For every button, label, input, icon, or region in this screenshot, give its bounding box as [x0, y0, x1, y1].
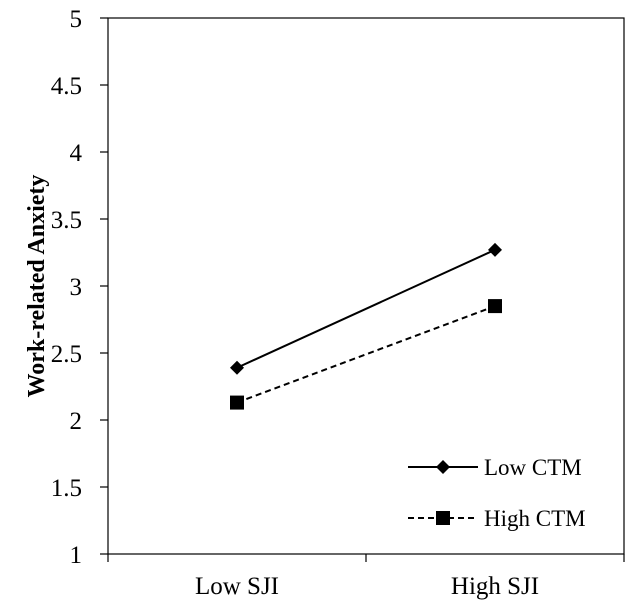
y-tick-label: 5 — [70, 6, 83, 33]
y-tick-label: 4 — [70, 140, 83, 167]
legend-label: Low CTM — [484, 455, 582, 480]
y-tick-label: 1 — [70, 542, 83, 569]
series-line — [236, 248, 496, 369]
y-axis: 1 1.5 2 2.5 3 3.5 4 4.5 5 — [51, 6, 108, 569]
series-low-ctm — [230, 242, 502, 375]
x-axis: Low SJI High SJI — [107, 554, 625, 600]
y-tick-label: 2.5 — [51, 341, 82, 368]
data-point — [488, 242, 502, 257]
x-tick-label: High SJI — [451, 573, 539, 600]
series-layer — [230, 242, 502, 410]
series-high-ctm — [230, 299, 502, 410]
y-tick-label: 3.5 — [51, 207, 82, 234]
y-axis-label: Work-related Anxiety — [24, 175, 50, 398]
legend: Low CTM High CTM — [408, 455, 586, 531]
data-point — [230, 360, 244, 375]
y-tick-label: 3 — [70, 274, 83, 301]
legend-marker — [436, 511, 450, 525]
y-tick-label: 4.5 — [51, 73, 82, 100]
series-line — [236, 305, 496, 404]
legend-label: High CTM — [484, 506, 586, 531]
legend-marker — [436, 460, 450, 474]
y-tick-label: 2 — [70, 408, 83, 435]
y-tick-label: 1.5 — [51, 475, 82, 502]
x-tick-label: Low SJI — [195, 573, 279, 600]
data-point — [230, 395, 244, 410]
data-point — [488, 299, 502, 314]
